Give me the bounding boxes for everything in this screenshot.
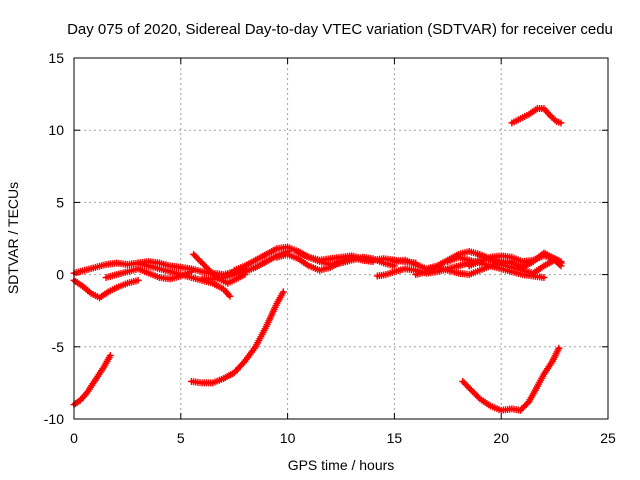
axis-ticks xyxy=(73,57,609,420)
y-tick-label: 5 xyxy=(56,194,64,210)
x-tick-label: 10 xyxy=(280,430,296,446)
plot-area xyxy=(70,105,565,414)
data-point xyxy=(279,288,287,296)
y-tick-label: 10 xyxy=(48,122,64,138)
chart-title: Day 075 of 2020, Sidereal Day-to-day VTE… xyxy=(67,21,613,38)
data-point xyxy=(106,351,114,359)
data-series-arc-a xyxy=(70,351,114,409)
data-point xyxy=(557,119,565,127)
data-series-arc-q xyxy=(444,253,548,281)
data-point xyxy=(540,273,548,281)
data-point xyxy=(555,344,563,352)
y-tick-label: 0 xyxy=(56,267,64,283)
data-point xyxy=(134,276,142,284)
data-series-arc-b xyxy=(187,288,287,387)
x-tick-label: 0 xyxy=(70,430,78,446)
x-axis-title: GPS time / hours xyxy=(288,457,395,473)
x-tick-label: 20 xyxy=(493,430,509,446)
x-tick-label: 5 xyxy=(177,430,185,446)
data-series-arc-d xyxy=(508,105,565,127)
grid-lines xyxy=(74,58,608,419)
y-tick-label: -10 xyxy=(44,411,64,427)
y-tick-label: 15 xyxy=(48,50,64,66)
data-point xyxy=(226,292,234,300)
series-line xyxy=(461,346,561,412)
data-series-arc-h xyxy=(134,259,234,300)
data-point xyxy=(551,116,559,124)
x-tick-label: 25 xyxy=(600,430,616,446)
x-tick-label: 15 xyxy=(387,430,403,446)
data-series-arc-c xyxy=(459,344,563,414)
data-series-arc-t xyxy=(508,249,565,271)
tick-labels: 0 5 10 15 20 25 -10 -5 0 5 10 15 xyxy=(44,50,616,446)
plot-frame xyxy=(73,57,609,420)
y-tick-label: -5 xyxy=(52,339,65,355)
y-axis-title: SDTVAR / TECUs xyxy=(5,182,21,294)
data-point xyxy=(557,258,565,266)
